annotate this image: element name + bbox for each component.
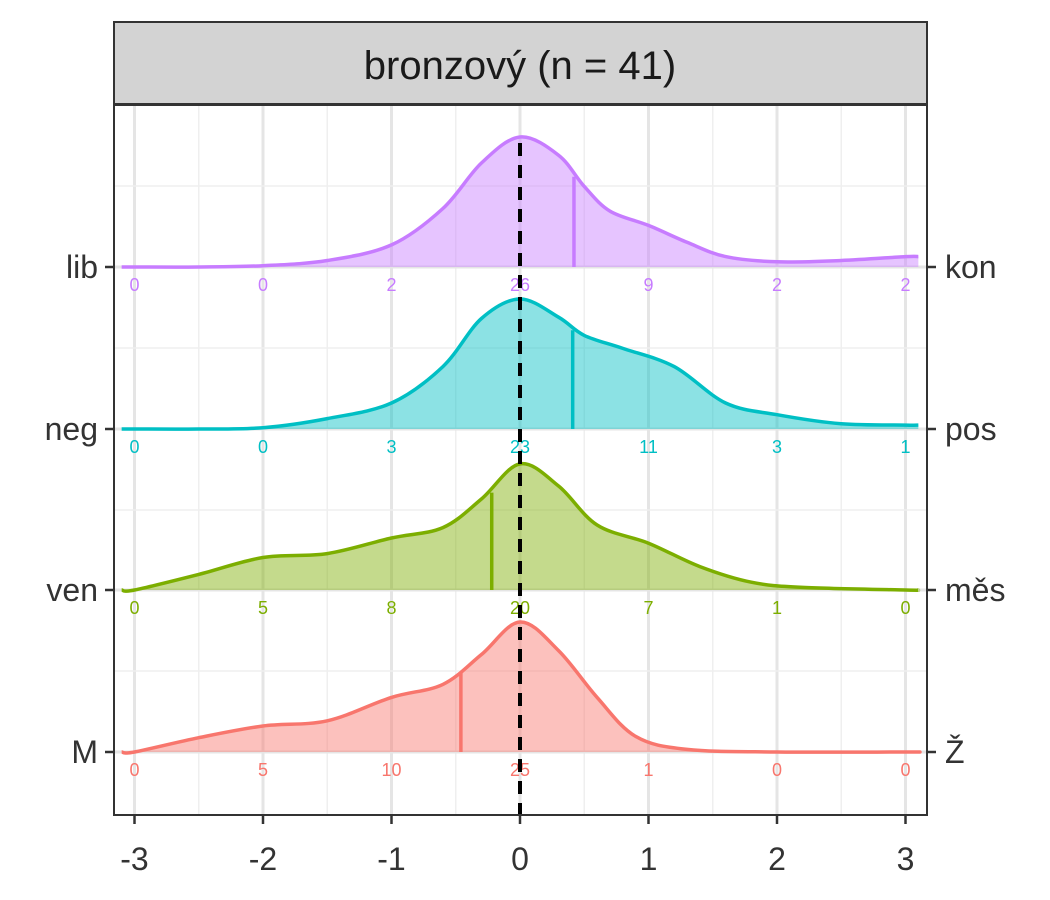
count-label: 0	[900, 760, 910, 780]
count-label: 2	[900, 275, 910, 295]
density-curve	[121, 297, 919, 431]
count-label: 8	[386, 598, 396, 618]
x-tick-label: 1	[640, 841, 658, 877]
density-area	[121, 136, 919, 268]
count-label: 0	[129, 437, 139, 457]
right-row-label: měs	[945, 572, 1005, 608]
count-label: 0	[129, 598, 139, 618]
count-label: 0	[900, 598, 910, 618]
x-tick-label: 3	[897, 841, 915, 877]
count-label: 9	[643, 275, 653, 295]
grid-lines	[114, 105, 927, 815]
right-row-label: pos	[945, 411, 997, 447]
count-label: 1	[772, 598, 782, 618]
count-label: 3	[772, 437, 782, 457]
count-label: 7	[643, 598, 653, 618]
count-label: 23	[510, 437, 530, 457]
count-label: 1	[643, 760, 653, 780]
x-tick-label: 2	[768, 841, 786, 877]
count-label: 0	[129, 275, 139, 295]
x-tick-label: -3	[120, 841, 148, 877]
x-tick-label: -2	[249, 841, 277, 877]
x-tick-label: 0	[511, 841, 529, 877]
left-row-label: ven	[46, 572, 98, 608]
count-label: 0	[129, 760, 139, 780]
count-label: 10	[381, 760, 401, 780]
density-area	[121, 621, 920, 754]
density-curve	[121, 620, 922, 755]
left-row-label: lib	[66, 249, 98, 285]
count-label: 0	[258, 437, 268, 457]
facet-title: bronzový (n = 41)	[364, 44, 676, 88]
count-label: 11	[639, 437, 658, 457]
left-row-label: neg	[45, 411, 98, 447]
right-row-label: Ž	[945, 734, 965, 770]
density-curve	[121, 135, 919, 269]
count-label: 3	[386, 437, 396, 457]
count-label: 1	[900, 437, 910, 457]
strip-background	[113, 21, 928, 105]
count-label: 5	[258, 598, 268, 618]
count-label: 2	[772, 275, 782, 295]
count-label: 2	[386, 275, 396, 295]
left-row-label: M	[71, 734, 98, 770]
x-tick-label: -1	[377, 841, 405, 877]
count-label: 0	[258, 275, 268, 295]
right-row-label: kon	[945, 249, 997, 285]
count-label: 5	[258, 760, 268, 780]
count-label: 0	[772, 760, 782, 780]
count-labels: 0022692200323113105820710051025100	[129, 275, 910, 780]
